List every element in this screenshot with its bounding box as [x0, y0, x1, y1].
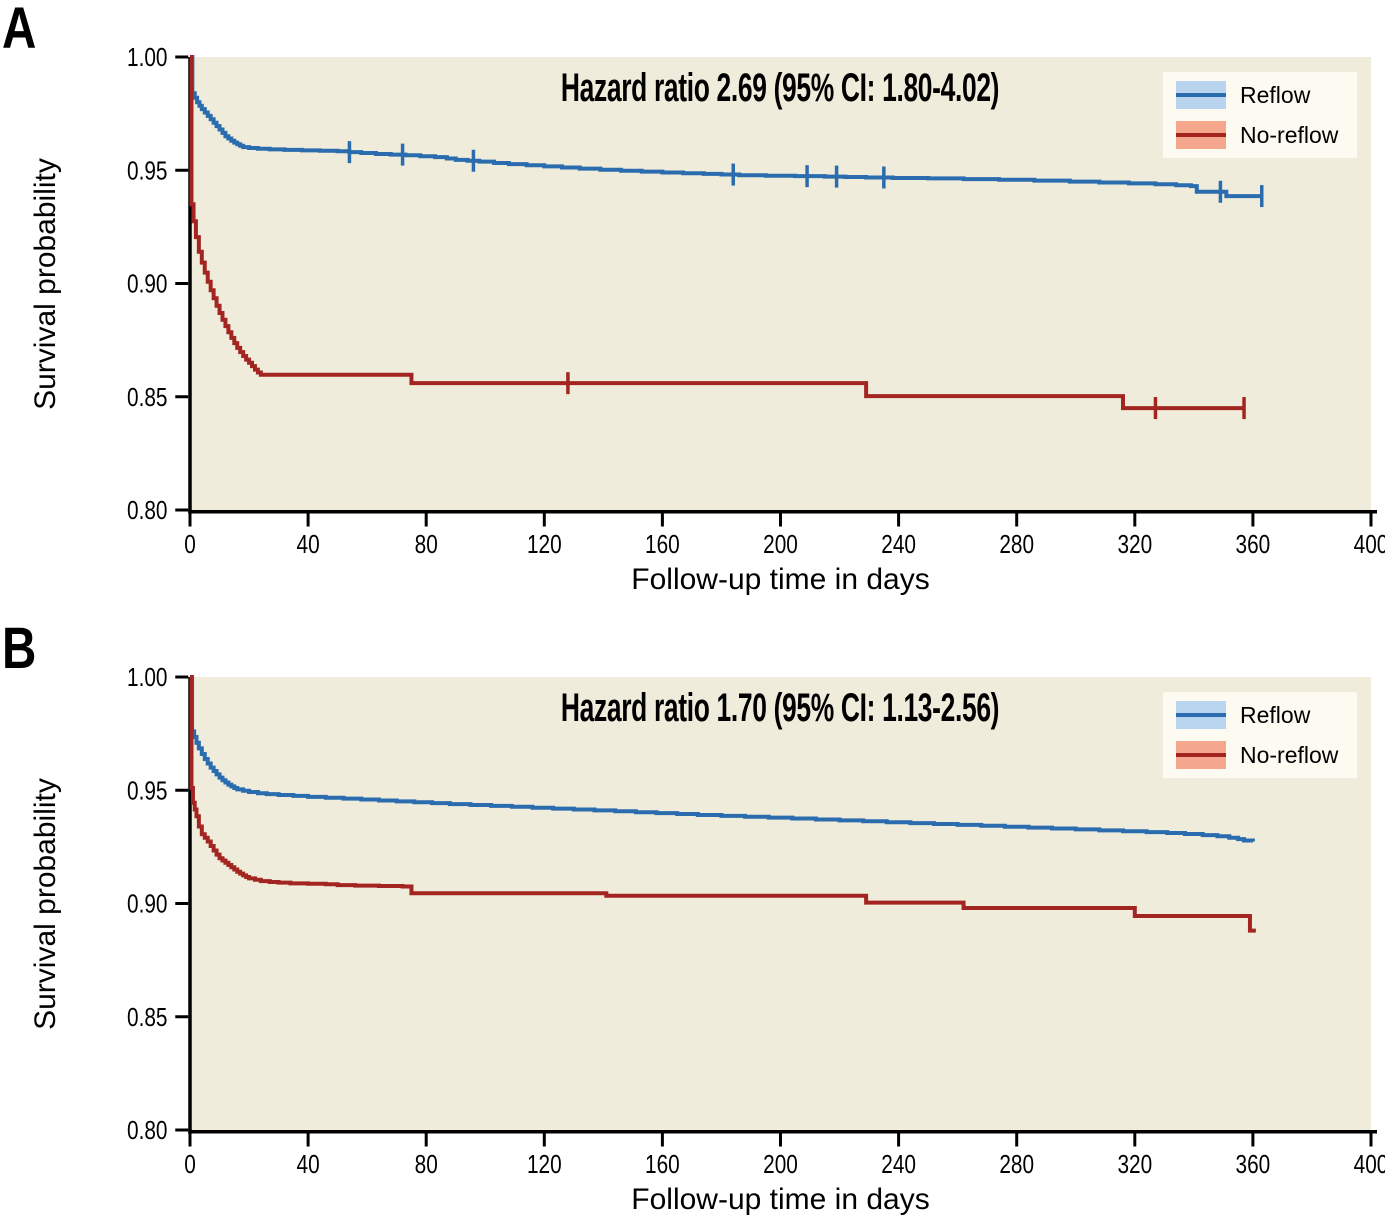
no-reflow-line-icon [1176, 133, 1226, 137]
legend-item-no-reflow: No-reflow [1163, 115, 1357, 155]
legend-label-reflow: Reflow [1240, 701, 1311, 728]
panel-b-letter: B [2, 616, 36, 681]
x-tick-label: 320 [1117, 530, 1152, 559]
x-tick-label: 40 [297, 1150, 320, 1179]
x-tick-label: 400 [1354, 1150, 1385, 1179]
y-tick-label: 0.90 [127, 889, 167, 918]
x-tick-label: 0 [184, 530, 196, 559]
no-reflow-line-icon [1176, 753, 1226, 757]
legend-label-reflow: Reflow [1240, 81, 1311, 108]
y-tick-label: 0.80 [127, 496, 167, 525]
y-tick-label: 0.90 [127, 269, 167, 298]
legend-item-no-reflow: No-reflow [1163, 735, 1357, 775]
no-reflow-swatch-icon [1176, 741, 1226, 769]
survival-curve-no-reflow [189, 55, 1245, 411]
legend-item-reflow: Reflow [1163, 695, 1357, 735]
panel-b-x-axis-label: Follow-up time in days [631, 1183, 930, 1216]
panel-a-letter: A [2, 0, 36, 61]
x-tick-label: 280 [999, 530, 1034, 559]
x-tick-label: 200 [763, 1150, 798, 1179]
x-tick-label: 320 [1117, 1150, 1152, 1179]
x-tick-label: 120 [527, 530, 562, 559]
y-tick-label: 0.80 [127, 1116, 167, 1145]
reflow-line-icon [1176, 93, 1226, 97]
y-tick-label: 0.85 [127, 383, 167, 412]
y-tick-label: 0.85 [127, 1003, 167, 1032]
panel-a-legend: Reflow No-reflow [1163, 72, 1357, 158]
x-tick-label: 80 [415, 530, 438, 559]
reflow-swatch-icon [1176, 81, 1226, 109]
x-tick-label: 280 [999, 1150, 1034, 1179]
x-tick-label: 240 [881, 1150, 916, 1179]
x-tick-label: 360 [1236, 530, 1271, 559]
survival-curve-reflow [190, 675, 1255, 843]
panel-a-x-axis-label: Follow-up time in days [631, 563, 930, 596]
panel-b: 0 40 80 120 160 200 240 280 320 360 400 1.00 0.95 0.9… [0, 620, 1385, 1231]
x-tick-label: 160 [645, 530, 680, 559]
x-tick-label: 160 [645, 1150, 680, 1179]
legend-item-reflow: Reflow [1163, 75, 1357, 115]
survival-curve-reflow [190, 55, 1262, 199]
y-tick-label: 1.00 [127, 663, 167, 692]
x-tick-label: 120 [527, 1150, 562, 1179]
x-tick-label: 200 [763, 530, 798, 559]
y-tick-label: 0.95 [127, 156, 167, 185]
survival-curve-no-reflow [189, 675, 1256, 933]
x-tick-label: 80 [415, 1150, 438, 1179]
x-tick-label: 400 [1354, 530, 1385, 559]
x-tick-label: 360 [1236, 1150, 1271, 1179]
legend-label-no-reflow: No-reflow [1240, 121, 1339, 148]
no-reflow-swatch-icon [1176, 121, 1226, 149]
panel-b-legend: Reflow No-reflow [1163, 692, 1357, 778]
reflow-swatch-icon [1176, 701, 1226, 729]
x-tick-label: 40 [297, 530, 320, 559]
x-tick-label: 0 [184, 1150, 196, 1179]
x-tick-label: 240 [881, 530, 916, 559]
y-tick-label: 1.00 [127, 43, 167, 72]
legend-label-no-reflow: No-reflow [1240, 741, 1339, 768]
y-tick-label: 0.95 [127, 776, 167, 805]
panel-a: 0 40 80 120 160 200 240 280 320 360 400 1.00 0.95 0.9… [2, 0, 1385, 596]
reflow-line-icon [1176, 713, 1226, 717]
